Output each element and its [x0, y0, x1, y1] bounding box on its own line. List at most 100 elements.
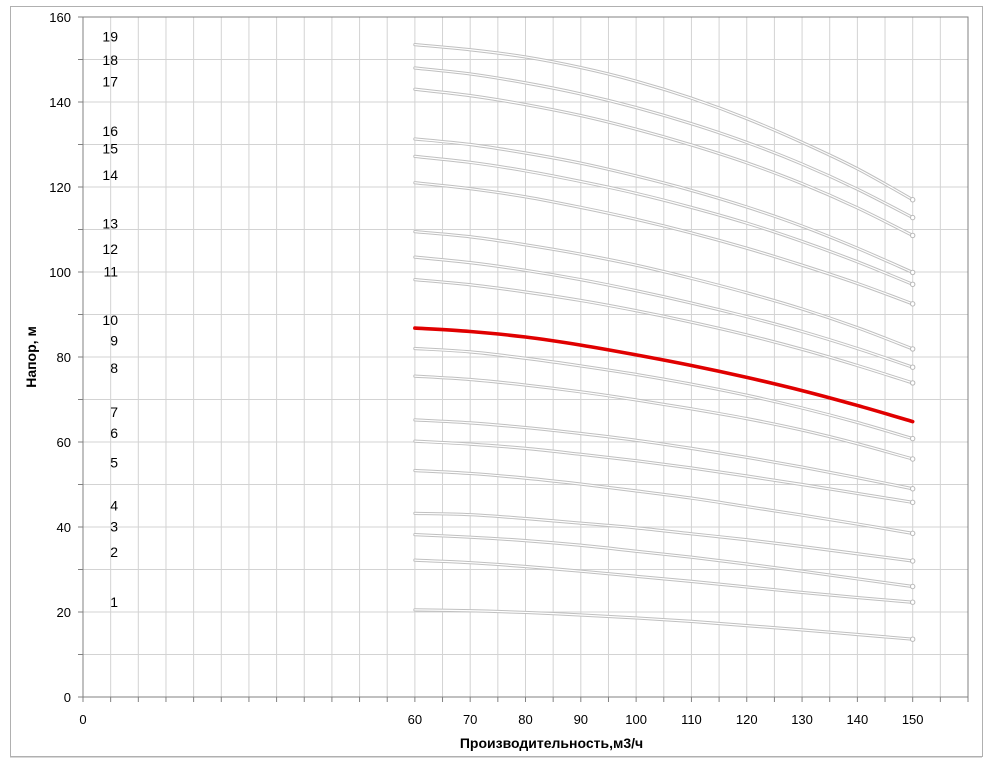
y-tick-label: 160 [49, 10, 71, 25]
curve-label-13: 13 [102, 216, 118, 232]
curve-label-8: 8 [110, 360, 118, 376]
curve-label-5: 5 [110, 454, 118, 470]
curve-inner [414, 67, 914, 219]
curve-inner [414, 44, 914, 201]
curve-inner [414, 182, 914, 305]
curves [413, 43, 916, 642]
curve-end-marker [909, 456, 916, 462]
curve-inner [414, 440, 914, 503]
curve-series-15 [413, 154, 916, 288]
curve-series-2 [413, 558, 916, 605]
y-tick-label: 0 [64, 690, 71, 705]
curve-inner [414, 279, 914, 384]
y-tick-label: 40 [57, 520, 71, 535]
curve-inner [414, 512, 914, 562]
y-tick-label: 140 [49, 95, 71, 110]
curve-end-marker [909, 636, 916, 642]
curve-series-3 [413, 533, 916, 590]
curve-series-13 [413, 230, 916, 352]
curve-end-marker [909, 281, 916, 288]
axes [78, 16, 969, 702]
curve-inner [414, 347, 914, 440]
curve-label-6: 6 [110, 425, 118, 441]
x-tick-label: 140 [847, 712, 869, 727]
curve-end-marker [909, 346, 916, 352]
curve-label-11: 11 [103, 264, 118, 280]
y-tick-label: 80 [57, 350, 71, 365]
x-tick-label: 90 [574, 712, 588, 727]
curve-label-9: 9 [110, 333, 118, 349]
x-tick-label: 150 [902, 712, 924, 727]
y-tick-label: 100 [49, 265, 71, 280]
curve-inner [414, 375, 914, 460]
x-tick-label: 60 [408, 712, 422, 727]
curve-inner [414, 469, 914, 534]
curve-inner [414, 231, 914, 350]
curve-inner [414, 256, 914, 368]
y-axis-title: Напор, м [23, 326, 39, 388]
curve-series-14 [413, 181, 916, 307]
curve-inner [414, 88, 914, 237]
curve-label-14: 14 [102, 167, 118, 183]
curve-label-3: 3 [110, 519, 118, 535]
curve-inner [414, 534, 914, 588]
curve-end-marker [909, 499, 916, 506]
x-tick-label: 130 [791, 712, 813, 727]
x-tick-label: 110 [681, 712, 702, 727]
curve-end-marker [909, 301, 916, 307]
curve-label-16: 16 [102, 123, 118, 139]
curve-end-marker [909, 269, 916, 276]
x-tick-label: 100 [625, 712, 647, 727]
curve-end-marker [909, 197, 916, 203]
curve-label-15: 15 [102, 140, 118, 156]
curve-series-1 [413, 608, 916, 642]
curve-end-marker [909, 364, 916, 370]
x-axis-title: Производительность,м3/ч [460, 735, 643, 751]
curve-label-2: 2 [110, 544, 118, 560]
curve-end-marker [909, 486, 916, 492]
curve-label-1: 1 [110, 594, 118, 610]
curve-label-19: 19 [102, 29, 118, 45]
curve-end-marker [909, 530, 916, 537]
x-tick-label: 70 [463, 712, 477, 727]
curve-label-10: 10 [102, 312, 118, 328]
curve-end-marker [909, 435, 916, 442]
curve-label-4: 4 [110, 497, 118, 513]
curve-series-16 [413, 137, 916, 276]
curve-end-marker [909, 583, 916, 590]
curve-series-18 [413, 66, 916, 221]
curve-label-17: 17 [102, 73, 118, 89]
curve-series-11 [413, 278, 916, 386]
curve-inner [414, 419, 914, 490]
curve-series-10 [413, 326, 915, 424]
curve-end-marker [909, 599, 916, 605]
curve-series-9 [413, 346, 916, 442]
curve-series-5 [413, 468, 916, 537]
y-tick-label: 60 [57, 435, 71, 450]
curve-series-6 [413, 439, 916, 506]
curve-end-marker [909, 558, 916, 564]
curve-series-8 [413, 374, 916, 462]
curve-label-12: 12 [102, 241, 118, 257]
curve-label-7: 7 [110, 404, 118, 420]
curve-end-marker [909, 232, 916, 239]
curve-inner [414, 559, 914, 603]
curve-inner [414, 138, 914, 274]
curve-end-marker [909, 380, 916, 386]
curve-series-17 [413, 87, 916, 239]
tick-labels: 0 60 70 80 90 100 110 120 130 140 1500204060801001… [49, 10, 923, 727]
curve-series-12 [413, 255, 916, 370]
x-tick-label: 0 [79, 712, 86, 727]
x-tick-label: 80 [518, 712, 532, 727]
curve-label-18: 18 [102, 52, 118, 68]
curve-end-marker [909, 214, 916, 221]
curve-inner [414, 609, 914, 640]
curve-series-19 [413, 43, 916, 203]
y-tick-label: 120 [49, 180, 71, 195]
curve-inner [414, 155, 914, 285]
curve-series-4 [413, 511, 916, 564]
curve-series-7 [413, 418, 916, 492]
